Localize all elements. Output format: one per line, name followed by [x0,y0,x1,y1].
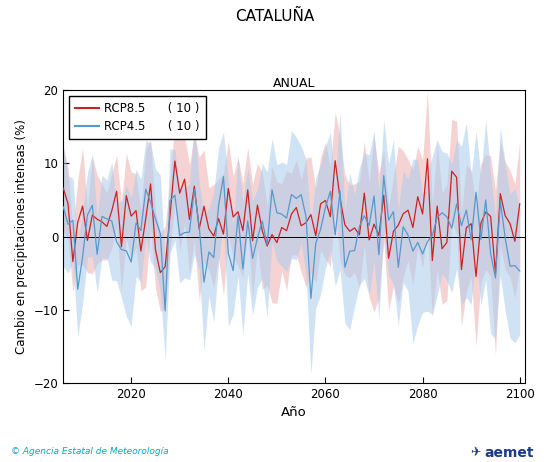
Y-axis label: Cambio en precipitaciones intensas (%): Cambio en precipitaciones intensas (%) [15,119,28,354]
Text: ✈: ✈ [470,447,481,460]
Legend: RCP8.5      ( 10 ), RCP4.5      ( 10 ): RCP8.5 ( 10 ), RCP4.5 ( 10 ) [69,96,206,139]
X-axis label: Año: Año [281,406,307,419]
Text: © Agencia Estatal de Meteorología: © Agencia Estatal de Meteorología [11,448,169,456]
Text: CATALUÑA: CATALUÑA [235,9,315,24]
Text: aemet: aemet [484,446,534,460]
Title: ANUAL: ANUAL [273,77,315,91]
